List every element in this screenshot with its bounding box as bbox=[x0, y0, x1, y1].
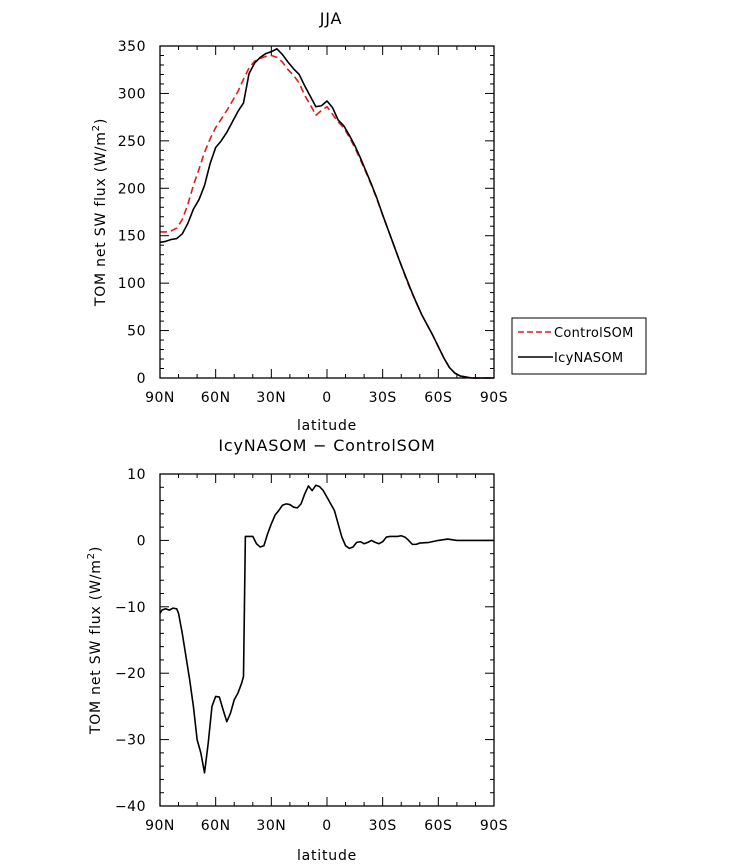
x-tick-label: 90S bbox=[480, 390, 508, 406]
y-tick-label: 200 bbox=[118, 181, 146, 197]
legend: ControlSOM IcyNASOM bbox=[511, 317, 647, 375]
x-tick-labels: 90N 60N 30N 0 30S 60S 90S bbox=[145, 390, 508, 406]
legend-label-icynasom: IcyNASOM bbox=[554, 351, 623, 366]
series-line-icynasom bbox=[159, 48, 494, 379]
y-tick-label: −40 bbox=[115, 799, 146, 815]
x-tick-label: 30S bbox=[369, 390, 397, 406]
y-tick-label: 0 bbox=[137, 533, 146, 549]
jja-panel: JJA 90N 60N 30N 0 30S 60S 90S 0 50 100 150 200 250 3… bbox=[91, 9, 647, 434]
y-tick-label: −20 bbox=[115, 666, 146, 682]
y-tick-label: 100 bbox=[118, 276, 146, 292]
y-axis-label: TOM net SW flux (W/m2) bbox=[91, 118, 109, 307]
x-tick-label: 60S bbox=[424, 390, 452, 406]
y-tick-label: 50 bbox=[127, 324, 146, 340]
y-axis-label-main: TOM net SW flux (W/m bbox=[88, 559, 104, 735]
plot-frame bbox=[159, 45, 495, 379]
series-line-difference bbox=[159, 484, 494, 774]
y-tick-label: 300 bbox=[118, 86, 146, 102]
difference-panel: IcyNASOM − ControlSOM 90N 60N 30N 0 30S 60S 90… bbox=[86, 436, 508, 864]
x-tick-label: 30S bbox=[369, 818, 397, 834]
x-axis-label: latitude bbox=[297, 418, 357, 434]
y-tick-label: −30 bbox=[115, 733, 146, 749]
x-axis-label: latitude bbox=[297, 848, 357, 864]
legend-label-controlsom: ControlSOM bbox=[554, 326, 634, 341]
x-tick-label: 90N bbox=[145, 390, 175, 406]
y-tick-label: 250 bbox=[118, 134, 146, 150]
x-tick-label: 30N bbox=[256, 818, 286, 834]
x-tick-label: 0 bbox=[322, 390, 331, 406]
x-tick-label: 90N bbox=[145, 818, 175, 834]
x-tick-label: 0 bbox=[322, 818, 331, 834]
y-axis-label-end: ) bbox=[93, 118, 109, 124]
axis-ticks bbox=[159, 45, 495, 379]
series-line-controlsom bbox=[160, 54, 494, 379]
y-axis-label-main: TOM net SW flux (W/m bbox=[93, 131, 109, 307]
panel-title: JJA bbox=[319, 9, 343, 28]
y-tick-label: 10 bbox=[127, 467, 146, 483]
x-tick-labels: 90N 60N 30N 0 30S 60S 90S bbox=[145, 818, 508, 834]
y-axis-label: TOM net SW flux (W/m2) bbox=[86, 546, 104, 735]
y-axis-label-end: ) bbox=[88, 546, 104, 552]
y-tick-label: 150 bbox=[118, 229, 146, 245]
axis-ticks bbox=[159, 473, 495, 807]
plot-frame bbox=[159, 473, 495, 807]
x-tick-label: 30N bbox=[256, 390, 286, 406]
x-tick-label: 60N bbox=[201, 390, 231, 406]
legend-box bbox=[511, 317, 647, 375]
plot-area bbox=[159, 484, 494, 774]
y-tick-label: −10 bbox=[115, 600, 146, 616]
x-tick-label: 60S bbox=[424, 818, 452, 834]
y-axis-label-superscript: 2 bbox=[86, 552, 97, 559]
y-axis-label-superscript: 2 bbox=[91, 124, 102, 131]
y-tick-labels: −40 −30 −20 −10 0 10 bbox=[115, 467, 146, 815]
y-tick-labels: 0 50 100 150 200 250 300 350 bbox=[118, 39, 146, 387]
y-tick-label: 0 bbox=[137, 371, 146, 387]
x-tick-label: 60N bbox=[201, 818, 231, 834]
panel-title: IcyNASOM − ControlSOM bbox=[218, 436, 435, 455]
y-tick-label: 350 bbox=[118, 39, 146, 55]
x-tick-label: 90S bbox=[480, 818, 508, 834]
plot-area bbox=[159, 48, 494, 379]
